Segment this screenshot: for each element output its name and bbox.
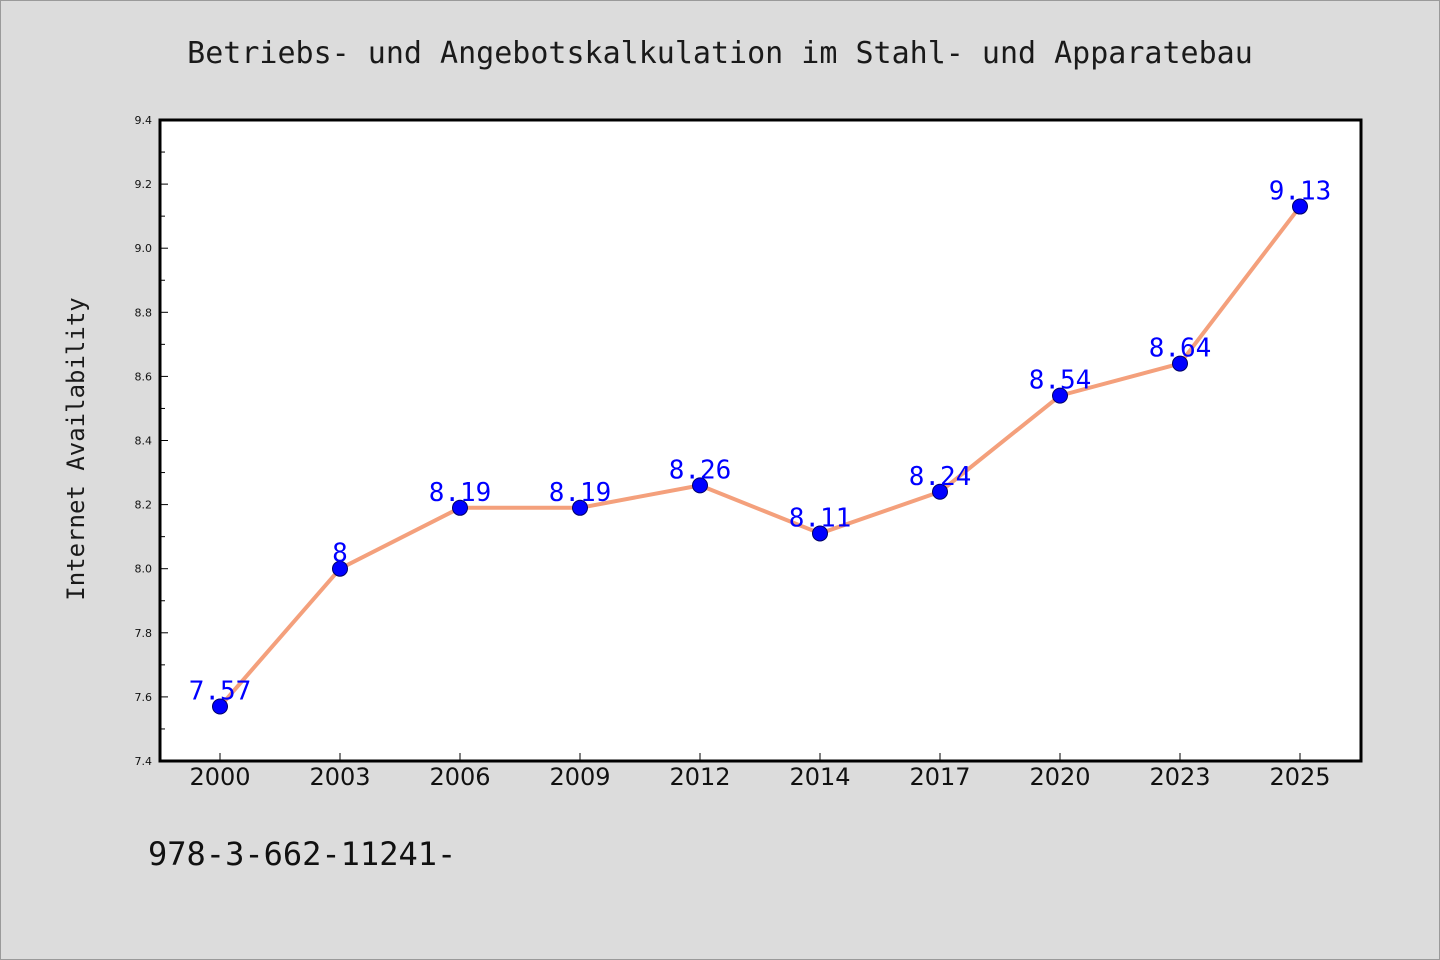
plot-area — [158, 118, 1363, 763]
data-markers — [212, 198, 1308, 715]
footer-code: 978-3-662-11241- — [148, 835, 456, 873]
x-tick-label: 2025 — [1269, 763, 1330, 791]
x-tick-label: 2023 — [1149, 763, 1210, 791]
x-tick-label: 2012 — [669, 763, 730, 791]
x-tick-label: 2017 — [909, 763, 970, 791]
y-tick-label: 7.6 — [135, 691, 153, 704]
data-labels: 7.57 8 8.19 8.19 8.26 8.11 8.24 8.54 8.64 9.13 — [189, 177, 1332, 707]
y-axis-ticks: 7.4 7.6 7.8 8.0 8.2 8.4 8.6 8.8 9.0 9.2 9.4 — [135, 114, 168, 768]
data-label: 8.24 — [909, 462, 972, 492]
data-label: 8.54 — [1029, 366, 1092, 396]
x-tick-label: 2020 — [1029, 763, 1090, 791]
y-tick-label: 8.8 — [135, 306, 153, 319]
y-axis-label: Internet Availability — [62, 297, 90, 600]
data-point — [212, 698, 228, 715]
series-line — [218, 204, 1302, 709]
data-point — [812, 525, 828, 542]
data-label: 8.11 — [789, 503, 852, 533]
data-label: 8.19 — [549, 478, 612, 508]
y-tick-label: 8.2 — [135, 499, 153, 512]
x-tick-label: 2003 — [309, 763, 370, 791]
x-axis-ticks: 2000 2003 2006 2009 2012 2014 2017 2020 2023 2025 — [189, 753, 1331, 791]
y-tick-label: 9.4 — [135, 114, 153, 127]
y-tick-label: 8.0 — [135, 563, 153, 576]
data-point — [932, 483, 948, 500]
data-point — [1172, 355, 1188, 372]
y-tick-label: 8.4 — [135, 435, 153, 448]
y-tick-label: 7.4 — [135, 755, 153, 768]
data-point — [332, 560, 348, 577]
data-point — [1052, 387, 1068, 404]
data-label: 7.57 — [189, 677, 252, 707]
data-label: 9.13 — [1269, 177, 1332, 207]
x-tick-label: 2006 — [429, 763, 490, 791]
data-point — [692, 477, 708, 494]
data-point — [452, 499, 468, 516]
data-point — [572, 499, 588, 516]
x-tick-label: 2014 — [789, 763, 850, 791]
x-tick-label: 2000 — [189, 763, 250, 791]
y-tick-label: 8.6 — [135, 370, 153, 383]
y-tick-label: 9.0 — [135, 242, 153, 255]
data-label: 8.26 — [669, 455, 732, 485]
y-tick-label: 9.2 — [135, 178, 153, 191]
data-label: 8.64 — [1149, 334, 1212, 364]
data-point — [1292, 198, 1308, 215]
data-label: 8 — [332, 539, 348, 569]
y-tick-label: 7.8 — [135, 627, 153, 640]
data-label: 8.19 — [429, 478, 492, 508]
chart-title: Betriebs- und Angebotskalkulation im Sta… — [187, 36, 1253, 71]
x-tick-label: 2009 — [549, 763, 610, 791]
